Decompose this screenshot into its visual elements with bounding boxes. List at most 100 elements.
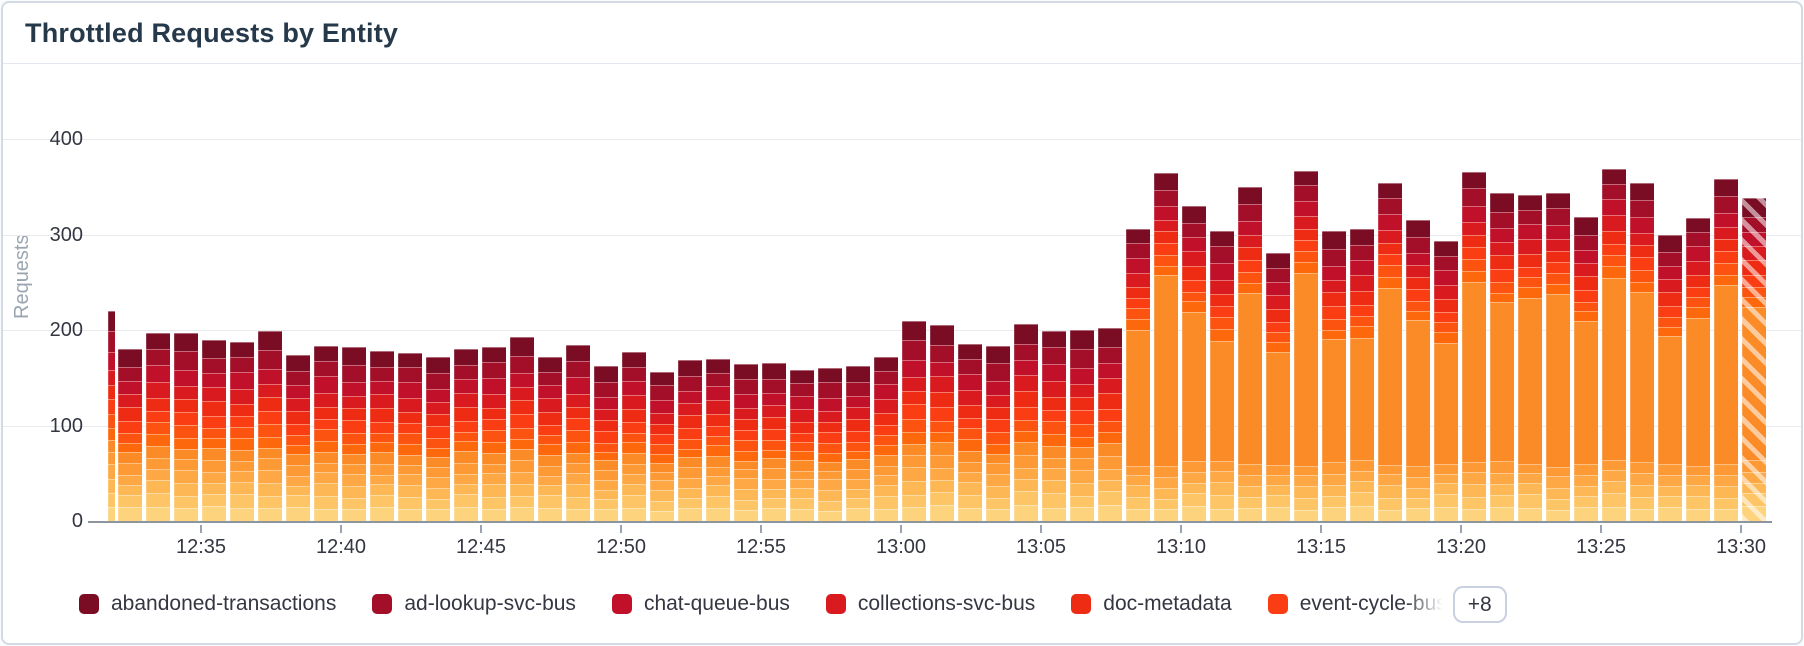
bar-segment (1658, 475, 1682, 486)
stacked-bar-13:23[interactable] (1546, 193, 1570, 521)
stacked-bar-12:44[interactable] (454, 349, 478, 521)
bar-segment (1686, 296, 1710, 307)
stacked-bar-13:09[interactable] (1154, 173, 1178, 521)
bar-segment (1154, 498, 1178, 510)
stacked-bar-13:16[interactable] (1350, 228, 1374, 521)
stacked-bar-13:08[interactable] (1126, 228, 1150, 521)
legend-item-doc-metadata[interactable]: doc-metadata (1071, 592, 1232, 616)
bar-segment (454, 441, 478, 452)
stacked-bar-12:50[interactable] (622, 352, 646, 521)
stacked-bar-13:10[interactable] (1182, 205, 1206, 521)
stacked-bar-12:38[interactable] (286, 354, 310, 521)
stacked-bar-12:39[interactable] (314, 346, 338, 521)
legend-overflow-badge[interactable]: +8 (1452, 585, 1507, 623)
bar-segment (1546, 272, 1570, 285)
stacked-bar-12:56[interactable] (790, 370, 814, 521)
stacked-bar-12:48[interactable] (566, 345, 590, 521)
bar-segment (1070, 457, 1094, 470)
stacked-bar-12:31[interactable] (108, 310, 115, 521)
bar-segment (1126, 242, 1150, 258)
stacked-bar-12:42[interactable] (398, 352, 422, 521)
bar-segment (650, 463, 674, 472)
bar-segment (342, 508, 366, 521)
bar-segment (818, 489, 842, 501)
bar-segment (930, 391, 954, 408)
stacked-bar-13:01[interactable] (930, 325, 954, 521)
legend-item-ad-lookup-svc-bus[interactable]: ad-lookup-svc-bus (372, 592, 576, 616)
stacked-bar-13:26[interactable] (1630, 182, 1654, 521)
bar-segment (1462, 472, 1486, 484)
stacked-bar-13:18[interactable] (1406, 220, 1430, 521)
x-tick-label: 13:00 (875, 536, 927, 558)
bar-segment (1602, 480, 1626, 494)
stacked-bar-13:12[interactable] (1238, 186, 1262, 521)
stacked-bar-12:37[interactable] (258, 331, 282, 521)
stacked-bar-12:32[interactable] (118, 349, 142, 521)
stacked-bar-12:59[interactable] (874, 356, 898, 521)
stacked-bar-13:21[interactable] (1490, 193, 1514, 521)
stacked-bar-13:00[interactable] (902, 320, 926, 522)
bar-segment (1434, 284, 1458, 300)
bar-segment (108, 478, 115, 494)
stacked-bar-13:29[interactable] (1714, 179, 1738, 521)
bar-segment (1266, 321, 1290, 333)
bar-segment (1350, 315, 1374, 327)
legend-label: ad-lookup-svc-bus (404, 592, 576, 615)
stacked-bar-12:47[interactable] (538, 356, 562, 521)
legend-item-chat-queue-bus[interactable]: chat-queue-bus (611, 592, 790, 616)
stacked-bar-12:52[interactable] (678, 359, 702, 521)
bar-segment (118, 474, 142, 486)
stacked-bar-13:20[interactable] (1462, 172, 1486, 521)
stacked-bar-12:58[interactable] (846, 366, 870, 521)
bar-segment (1378, 214, 1402, 231)
stacked-bar-12:55[interactable] (762, 362, 786, 522)
bar-segment (1042, 363, 1066, 382)
stacked-bar-12:53[interactable] (706, 358, 730, 521)
legend-item-abandoned-transactions[interactable]: abandoned-transactions (79, 592, 336, 616)
stacked-bar-12:33[interactable] (146, 332, 170, 521)
stacked-bar-13:07[interactable] (1098, 328, 1122, 521)
stacked-bar-13:27[interactable] (1658, 234, 1682, 522)
stacked-bar-13:14[interactable] (1294, 170, 1318, 522)
stacked-bar-12:46[interactable] (510, 336, 534, 521)
bar-segment (314, 463, 338, 473)
stacked-bar-13:11[interactable] (1210, 230, 1234, 521)
stacked-bar-13:03[interactable] (986, 346, 1010, 521)
bar-segment (762, 457, 786, 469)
stacked-bar-12:40[interactable] (342, 347, 366, 521)
stacked-bar-12:36[interactable] (230, 341, 254, 522)
bar-segment (1322, 473, 1346, 486)
stacked-bar-12:41[interactable] (370, 351, 394, 521)
stacked-bar-12:34[interactable] (174, 332, 198, 521)
stacked-bar-13:02[interactable] (958, 344, 982, 521)
stacked-bar-13:22[interactable] (1518, 195, 1542, 521)
bar-segment (1742, 245, 1766, 261)
stacked-bar-13:04[interactable] (1014, 324, 1038, 521)
stacked-bar-13:13[interactable] (1266, 252, 1290, 521)
stacked-bar-13:28[interactable] (1686, 218, 1710, 521)
bar-segment (706, 495, 730, 509)
stacked-bar-12:57[interactable] (818, 368, 842, 521)
stacked-bar-13:05[interactable] (1042, 331, 1066, 521)
stacked-bar-13:15[interactable] (1322, 230, 1346, 521)
stacked-bar-12:51[interactable] (650, 372, 674, 521)
stacked-bar-13:25[interactable] (1602, 168, 1626, 521)
bar-segment (538, 425, 562, 436)
stacked-bar-12:45[interactable] (482, 347, 506, 521)
legend-item-event-cycle-bus[interactable]: event-cycle-bus (1267, 592, 1447, 616)
stacked-bar-12:49[interactable] (594, 366, 618, 521)
stacked-bar-12:54[interactable] (734, 364, 758, 521)
bar-segment (1014, 375, 1038, 391)
legend-item-collections-svc-bus[interactable]: collections-svc-bus (825, 592, 1035, 616)
bar-segment (174, 385, 198, 399)
bar-segment (1322, 279, 1346, 293)
stacked-bar-12:43[interactable] (426, 356, 450, 521)
stacked-bar-13:19[interactable] (1434, 241, 1458, 521)
bar-segment (874, 384, 898, 400)
stacked-bar-13:06[interactable] (1070, 330, 1094, 521)
stacked-bar-13:24[interactable] (1574, 217, 1598, 521)
stacked-bar-13:17[interactable] (1378, 182, 1402, 521)
stacked-bar-13:30[interactable] (1742, 198, 1766, 521)
stacked-bar-12:35[interactable] (202, 339, 226, 521)
bar-segment (1014, 455, 1038, 468)
